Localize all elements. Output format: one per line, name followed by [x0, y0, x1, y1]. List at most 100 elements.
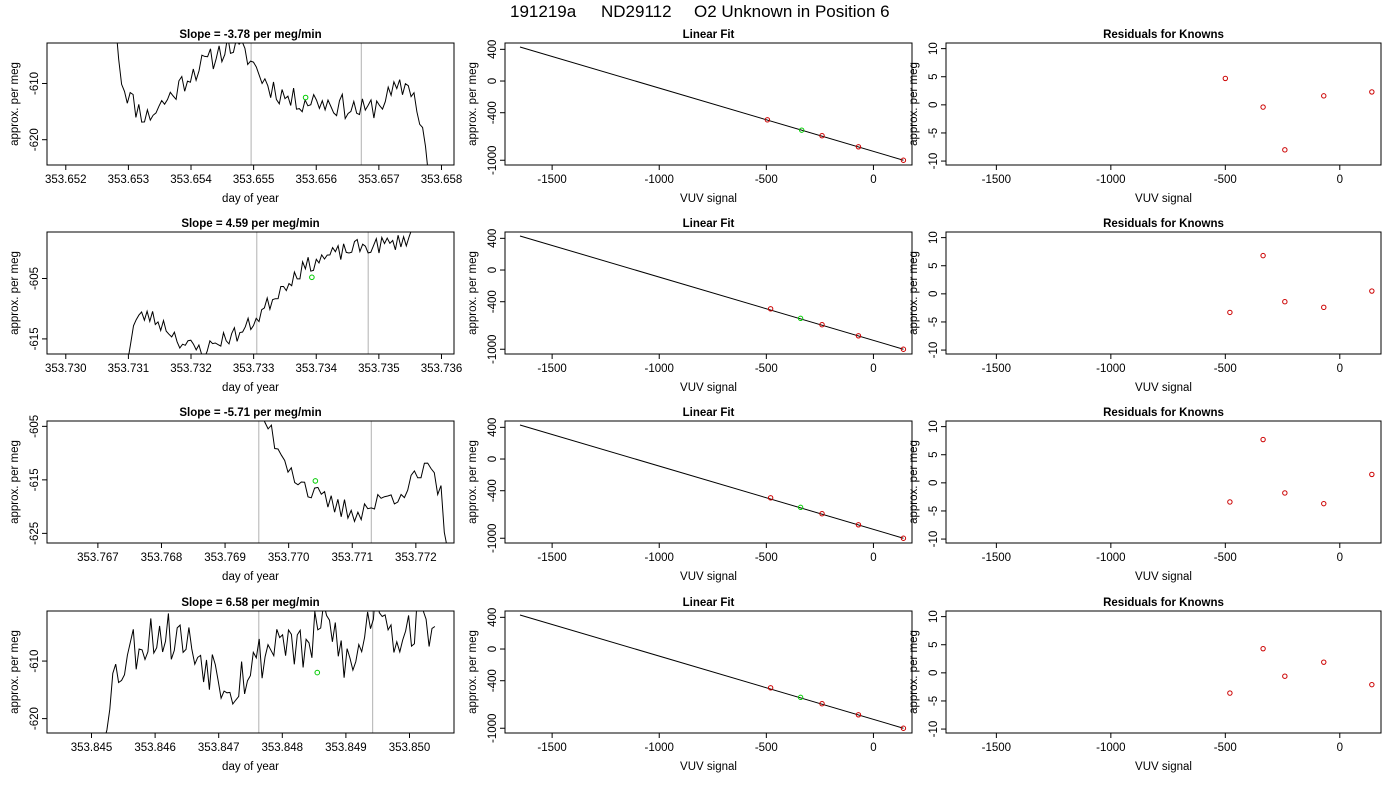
x-tick-label: -1000	[645, 742, 674, 754]
x-tick-label: -1500	[537, 552, 566, 564]
y-tick-label: -610	[29, 72, 41, 95]
plot-area	[519, 424, 907, 541]
unknown-mean-point	[302, 94, 309, 101]
x-tick-label: 353.730	[45, 363, 87, 375]
y-tick-label: -1000	[487, 146, 499, 175]
known-point	[855, 144, 862, 150]
panel-scatter-row2-col2: Linear Fit -1500 -1000 -500 0 400 0 -400 -1000 VU…	[467, 218, 913, 394]
x-tick-label: 353.849	[325, 742, 367, 754]
x-tick-label: 353.850	[389, 742, 431, 754]
x-tick-label: -1500	[982, 363, 1011, 375]
known-point	[767, 685, 774, 691]
known-point	[819, 321, 825, 328]
plot-frame	[46, 42, 455, 166]
y-tick-label: 10	[928, 610, 940, 623]
y-axis-label: approx. per meg	[9, 440, 21, 524]
y-axis-label: approx. per meg	[467, 440, 479, 524]
residual-point	[1321, 304, 1327, 311]
unknown-mean-point	[312, 478, 319, 484]
y-tick-label: -400	[487, 479, 499, 502]
known-point	[767, 495, 774, 501]
plot-area	[519, 46, 907, 163]
y-axis-label: approx. per meg	[467, 630, 479, 714]
x-tick-label: 0	[870, 174, 876, 186]
known-point	[855, 333, 862, 339]
y-tick-label: -620	[29, 707, 41, 730]
figure-title-description: O2 Unknown in Position 6	[694, 2, 890, 21]
panel-title: Residuals for Knowns	[1103, 29, 1224, 41]
y-axis-label: approx. per meg	[908, 630, 920, 714]
residual-point	[1227, 309, 1233, 316]
y-axis-label: approx. per meg	[9, 62, 21, 146]
residual-point	[1260, 645, 1266, 652]
plot-frame	[504, 610, 913, 734]
residual-point	[1260, 104, 1266, 110]
x-axis-label: VUV signal	[1135, 571, 1192, 583]
x-tick-label: 353.732	[170, 363, 212, 375]
y-tick-label: -615	[29, 327, 41, 350]
y-tick-label: -5	[928, 128, 940, 138]
residual-point	[1282, 490, 1288, 496]
residual-point	[1227, 499, 1233, 505]
x-tick-label: 353.734	[295, 363, 337, 375]
x-tick-label: 0	[870, 363, 876, 375]
known-point	[819, 700, 825, 707]
residual-point	[1260, 436, 1266, 443]
residual-point	[1222, 75, 1229, 82]
y-tick-label: 0	[487, 456, 499, 462]
y-tick-label: -620	[29, 128, 41, 151]
x-tick-label: -1500	[982, 174, 1011, 186]
x-tick-label: 353.656	[295, 174, 337, 186]
plot-area	[519, 235, 907, 352]
panel-line-row2-col1: Slope = 4.59 per meg/min 353.730 353.731 35…	[9, 218, 462, 394]
x-tick-label: -1500	[537, 363, 566, 375]
y-tick-label: 400	[487, 418, 499, 437]
x-axis-label: VUV signal	[680, 761, 737, 773]
x-tick-label: 353.772	[395, 552, 437, 564]
x-tick-label: -1000	[1096, 174, 1125, 186]
plot-frame	[504, 231, 913, 355]
panel-line-row4-col1: Slope = 6.58 per meg/min 353.845 353.846 35…	[9, 597, 455, 773]
x-axis-label: VUV signal	[1135, 193, 1192, 205]
y-tick-label: 0	[487, 78, 499, 84]
y-tick-label: -605	[29, 415, 41, 438]
x-tick-label: -1000	[645, 363, 674, 375]
x-axis-label: VUV signal	[680, 193, 737, 205]
x-tick-label: -1000	[1096, 742, 1125, 754]
panel-title: Linear Fit	[683, 407, 735, 419]
x-tick-label: -500	[755, 174, 778, 186]
known-point	[767, 306, 774, 312]
y-tick-label: -625	[29, 522, 41, 545]
x-tick-label: 353.652	[45, 174, 87, 186]
x-tick-label: 0	[1337, 363, 1343, 375]
plot-area	[1227, 252, 1375, 316]
y-tick-label: -400	[487, 290, 499, 313]
x-tick-label: 353.848	[262, 742, 304, 754]
residual-point	[1282, 673, 1288, 679]
unknown-point	[798, 127, 805, 133]
x-tick-label: -1500	[537, 174, 566, 186]
x-axis-label: VUV signal	[680, 571, 737, 583]
fit-line	[519, 235, 904, 350]
fit-line	[519, 424, 904, 539]
known-point	[900, 157, 907, 163]
panel-title: Slope = -5.71 per meg/min	[179, 407, 321, 419]
residual-point	[1369, 89, 1375, 95]
x-axis-label: VUV signal	[1135, 382, 1192, 394]
y-tick-label: 0	[928, 480, 940, 486]
known-point	[900, 535, 907, 541]
y-tick-label: -1000	[487, 335, 499, 364]
panel-scatter-row1-col2: Linear Fit -1500 -1000 -500 0 400 0 -400 -1000 VU…	[467, 29, 913, 205]
x-tick-label: -1000	[645, 174, 674, 186]
panel-scatter-row3-col2: Linear Fit -1500 -1000 -500 0 400 0 -400 -1000 VU…	[467, 407, 913, 583]
panel-line-row3-col1: Slope = -5.71 per meg/min 353.767 353.768 3…	[9, 407, 455, 583]
x-axis-label: day of year	[222, 382, 279, 394]
y-tick-label: 0	[487, 646, 499, 652]
plot-frame	[46, 231, 455, 355]
x-tick-label: 353.847	[198, 742, 240, 754]
residual-point	[1369, 471, 1375, 478]
plot-frame	[945, 610, 1382, 734]
panel-title: Linear Fit	[683, 597, 735, 609]
x-tick-label: 353.770	[268, 552, 310, 564]
plot-area	[519, 614, 907, 731]
